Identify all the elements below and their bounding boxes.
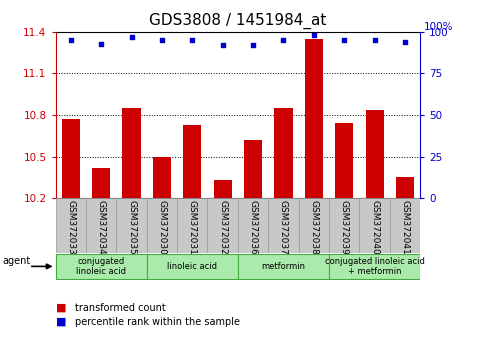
Text: ■: ■ — [56, 303, 66, 313]
Text: GSM372036: GSM372036 — [249, 200, 257, 255]
Bar — [298, 198, 329, 253]
Bar — [329, 254, 420, 279]
Point — [219, 42, 227, 48]
Bar — [208, 198, 238, 253]
Bar — [274, 108, 293, 198]
Text: 100%: 100% — [424, 22, 454, 32]
Bar — [62, 119, 80, 198]
Bar — [86, 198, 116, 253]
Bar — [56, 254, 147, 279]
Text: conjugated
linoleic acid: conjugated linoleic acid — [76, 257, 126, 276]
Text: GSM372033: GSM372033 — [66, 200, 75, 255]
Text: metformin: metformin — [261, 262, 305, 271]
Bar — [359, 198, 390, 253]
Bar — [390, 198, 420, 253]
Point — [158, 37, 166, 43]
Point — [341, 37, 348, 43]
Bar — [335, 123, 354, 198]
Bar — [122, 108, 141, 198]
Bar — [213, 180, 232, 198]
Text: ■: ■ — [56, 317, 66, 327]
Text: GSM372041: GSM372041 — [400, 200, 410, 255]
Bar — [116, 198, 147, 253]
Point — [97, 41, 105, 46]
Title: GDS3808 / 1451984_at: GDS3808 / 1451984_at — [149, 13, 327, 29]
Text: transformed count: transformed count — [75, 303, 166, 313]
Text: percentile rank within the sample: percentile rank within the sample — [75, 317, 240, 327]
Text: GSM372035: GSM372035 — [127, 200, 136, 255]
Text: GSM372038: GSM372038 — [309, 200, 318, 255]
Text: agent: agent — [2, 256, 30, 266]
Bar — [147, 198, 177, 253]
Bar — [92, 168, 110, 198]
Text: GSM372032: GSM372032 — [218, 200, 227, 255]
Point — [280, 37, 287, 43]
Bar — [329, 198, 359, 253]
Bar — [238, 254, 329, 279]
Bar — [366, 109, 384, 198]
Bar — [147, 254, 238, 279]
Text: GSM372039: GSM372039 — [340, 200, 349, 255]
Text: GSM372040: GSM372040 — [370, 200, 379, 255]
Text: conjugated linoleic acid
+ metformin: conjugated linoleic acid + metformin — [325, 257, 425, 276]
Bar — [244, 140, 262, 198]
Text: GSM372037: GSM372037 — [279, 200, 288, 255]
Bar — [268, 198, 298, 253]
Point — [371, 37, 379, 43]
Bar — [396, 177, 414, 198]
Point — [249, 42, 257, 48]
Text: GSM372031: GSM372031 — [188, 200, 197, 255]
Point — [128, 34, 135, 40]
Point — [67, 37, 74, 43]
Text: GSM372030: GSM372030 — [157, 200, 167, 255]
Bar — [238, 198, 268, 253]
Point — [188, 37, 196, 43]
Bar — [56, 198, 86, 253]
Bar — [153, 156, 171, 198]
Point — [401, 39, 409, 45]
Bar — [183, 125, 201, 198]
Point — [310, 32, 318, 38]
Text: GSM372034: GSM372034 — [97, 200, 106, 255]
Bar — [177, 198, 208, 253]
Text: linoleic acid: linoleic acid — [167, 262, 217, 271]
Bar — [305, 39, 323, 198]
